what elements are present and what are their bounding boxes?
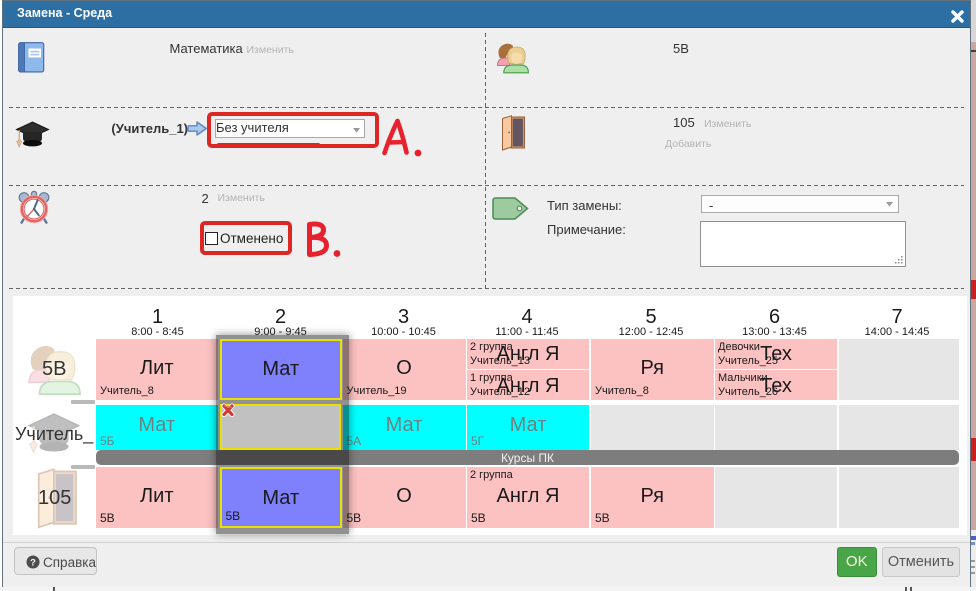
svg-text:?: ? — [30, 557, 36, 567]
